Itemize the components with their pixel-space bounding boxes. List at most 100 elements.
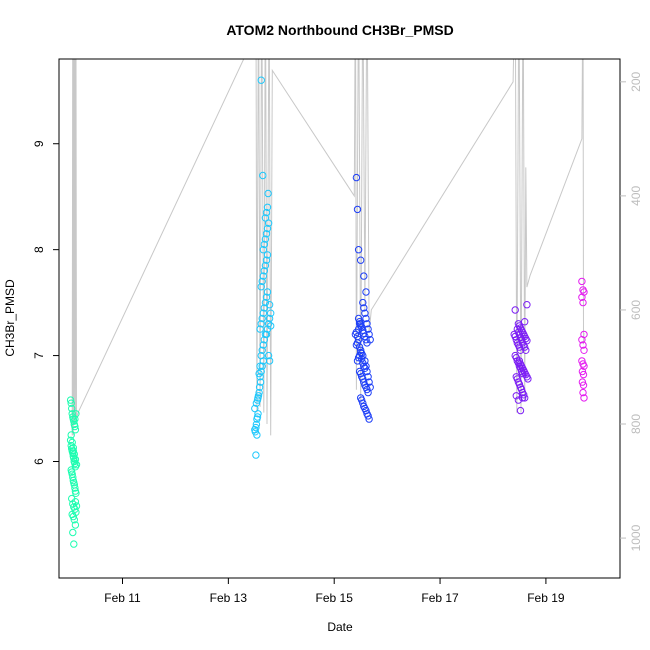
- x-tick-label: Feb 17: [421, 591, 459, 605]
- data-point: [71, 484, 79, 492]
- data-point: [71, 498, 80, 506]
- data-point: [363, 320, 371, 328]
- data-point: [578, 293, 586, 301]
- data-point: [514, 396, 523, 404]
- data-point: [355, 343, 364, 351]
- data-point: [521, 394, 529, 402]
- data-point: [70, 457, 79, 466]
- chart-title: ATOM2 Northbound CH3Br_PMSD: [226, 22, 453, 38]
- data-point: [580, 362, 588, 370]
- plot-frame: [58, 58, 621, 579]
- x-tick-label: Feb 11: [104, 591, 141, 605]
- x-tick-label: Feb 15: [316, 591, 354, 605]
- data-point: [579, 381, 588, 389]
- data-point: [252, 451, 260, 459]
- data-point: [360, 304, 368, 312]
- data-point: [253, 431, 261, 439]
- data-point: [267, 309, 275, 317]
- data-point: [68, 438, 76, 447]
- data-point: [523, 337, 531, 345]
- data-point: [257, 351, 265, 360]
- data-point: [257, 76, 265, 84]
- data-point: [358, 396, 366, 404]
- data-point: [263, 224, 272, 233]
- data-point: [258, 362, 266, 370]
- data-point: [359, 326, 367, 334]
- data-point: [262, 256, 271, 264]
- data-point: [259, 246, 267, 254]
- pressure-profile-line: [71, 59, 585, 436]
- data-point: [516, 406, 525, 415]
- y-tick-label: 6: [32, 458, 46, 465]
- data-point: [68, 404, 76, 413]
- data-point: [256, 325, 264, 333]
- data-point: [365, 378, 373, 386]
- data-point: [358, 323, 366, 331]
- data-point: [579, 298, 587, 307]
- data-point: [258, 277, 266, 286]
- data-point: [361, 309, 369, 317]
- data-point: [362, 288, 370, 296]
- data-point: [71, 521, 80, 529]
- data-point: [265, 314, 274, 323]
- data-point: [357, 256, 365, 264]
- data-point: [361, 357, 369, 365]
- right-axis: 200 400 600 800 1000: [620, 71, 643, 551]
- data-point: [522, 346, 530, 354]
- data-point: [578, 277, 586, 286]
- y-axis: 6 7 8 9: [32, 140, 59, 465]
- data-point: [261, 235, 270, 243]
- series-3: [351, 173, 374, 423]
- data-point: [360, 329, 368, 337]
- series-4: [510, 301, 532, 415]
- data-point: [366, 383, 374, 391]
- data-point: [579, 370, 588, 379]
- data-point: [72, 410, 80, 418]
- series-2: [251, 76, 275, 459]
- data-point: [511, 306, 519, 314]
- data-point: [255, 383, 264, 391]
- data-point: [263, 288, 272, 296]
- data-point: [70, 454, 78, 462]
- data-point: [257, 367, 265, 376]
- right-tick-label: 200: [629, 71, 643, 91]
- data-point: [364, 412, 372, 420]
- data-point: [523, 301, 531, 309]
- y-tick-label: 9: [32, 140, 46, 147]
- data-point: [255, 369, 263, 378]
- data-point: [580, 346, 588, 354]
- data-point: [353, 205, 362, 214]
- data-point: [257, 283, 265, 291]
- data-point: [257, 320, 265, 328]
- data-point: [256, 362, 264, 370]
- data-point: [359, 298, 367, 307]
- data-point: [265, 301, 274, 309]
- data-point: [360, 272, 368, 280]
- data-point: [361, 332, 369, 341]
- data-point: [71, 415, 79, 423]
- right-tick-label: 800: [629, 414, 643, 434]
- data-point: [521, 318, 529, 326]
- data-point: [365, 330, 373, 339]
- data-point: [579, 341, 587, 349]
- right-tick-label: 400: [629, 186, 643, 206]
- data-point: [259, 272, 267, 280]
- data-point: [366, 336, 374, 344]
- data-point: [364, 373, 372, 381]
- data-point: [578, 378, 587, 386]
- data-point: [260, 240, 268, 249]
- data-point: [354, 336, 363, 344]
- data-point: [267, 322, 275, 330]
- x-axis: Feb 11 Feb 13 Feb 15 Feb 17 Feb 19: [104, 578, 565, 605]
- data-point: [353, 339, 362, 347]
- data-point: [252, 399, 261, 407]
- data-point: [255, 388, 263, 397]
- data-point: [254, 410, 262, 418]
- data-point: [71, 422, 79, 431]
- data-point: [256, 378, 265, 386]
- data-point: [259, 171, 267, 180]
- data-point: [67, 399, 75, 407]
- data-point: [362, 336, 370, 344]
- series-5: [578, 277, 588, 402]
